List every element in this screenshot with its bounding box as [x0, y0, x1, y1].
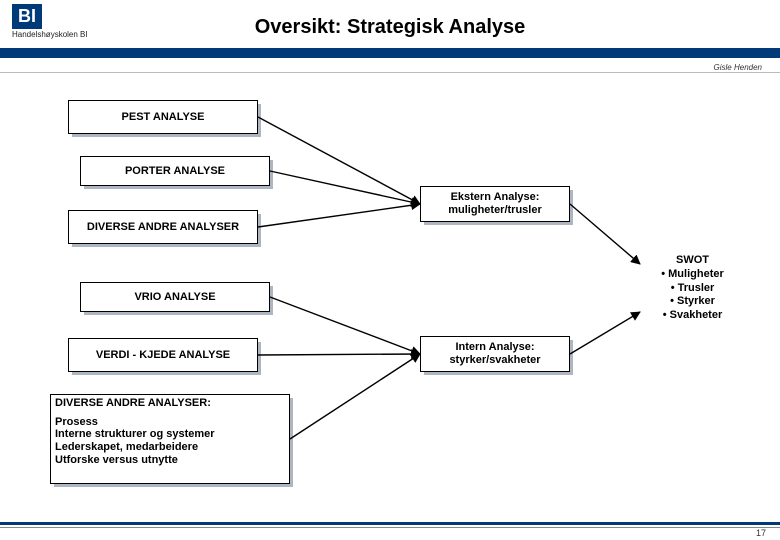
page-number: 17	[756, 528, 766, 538]
box-diverse1-label: DIVERSE ANDRE ANALYSER	[87, 221, 239, 234]
box-pest-label: PEST ANALYSE	[122, 111, 205, 124]
page-title: Oversikt: Strategisk Analyse	[0, 16, 780, 39]
box-vrio-label: VRIO ANALYSE	[134, 291, 215, 304]
swot-line-2: • Styrker	[646, 295, 739, 309]
box-porter: PORTER ANALYSE	[80, 156, 270, 186]
box-bottom: DIVERSE ANDRE ANALYSER: Prosess Interne …	[50, 394, 290, 484]
box-verdi: VERDI - KJEDE ANALYSE	[68, 338, 258, 372]
box-intern: Intern Analyse: styrker/svakheter	[420, 336, 570, 372]
box-bottom-body: Prosess Interne strukturer og systemer L…	[55, 416, 215, 467]
box-bottom-title: DIVERSE ANDRE ANALYSER:	[55, 397, 211, 410]
swot-title: SWOT	[646, 254, 739, 268]
author-rule	[0, 72, 780, 73]
header: BI Handelshøyskolen BI Oversikt: Strateg…	[0, 0, 780, 60]
box-ekstern: Ekstern Analyse: muligheter/trusler	[420, 186, 570, 222]
box-ekstern-label: Ekstern Analyse: muligheter/trusler	[448, 191, 542, 216]
author-name: Gisle Henden	[714, 63, 762, 72]
box-pest: PEST ANALYSE	[68, 100, 258, 134]
box-porter-label: PORTER ANALYSE	[125, 165, 225, 178]
footer-rule	[0, 527, 780, 528]
box-vrio: VRIO ANALYSE	[80, 282, 270, 312]
footer-bar	[0, 522, 780, 525]
swot-line-1: • Trusler	[646, 282, 739, 296]
title-bar	[0, 48, 780, 58]
swot-line-0: • Muligheter	[646, 268, 739, 282]
swot-line-3: • Svakheter	[646, 309, 739, 323]
box-swot: SWOT • Muligheter • Trusler • Styrker • …	[640, 252, 745, 324]
box-intern-label: Intern Analyse: styrker/svakheter	[449, 341, 540, 366]
box-verdi-label: VERDI - KJEDE ANALYSE	[96, 349, 230, 362]
box-diverse1: DIVERSE ANDRE ANALYSER	[68, 210, 258, 244]
